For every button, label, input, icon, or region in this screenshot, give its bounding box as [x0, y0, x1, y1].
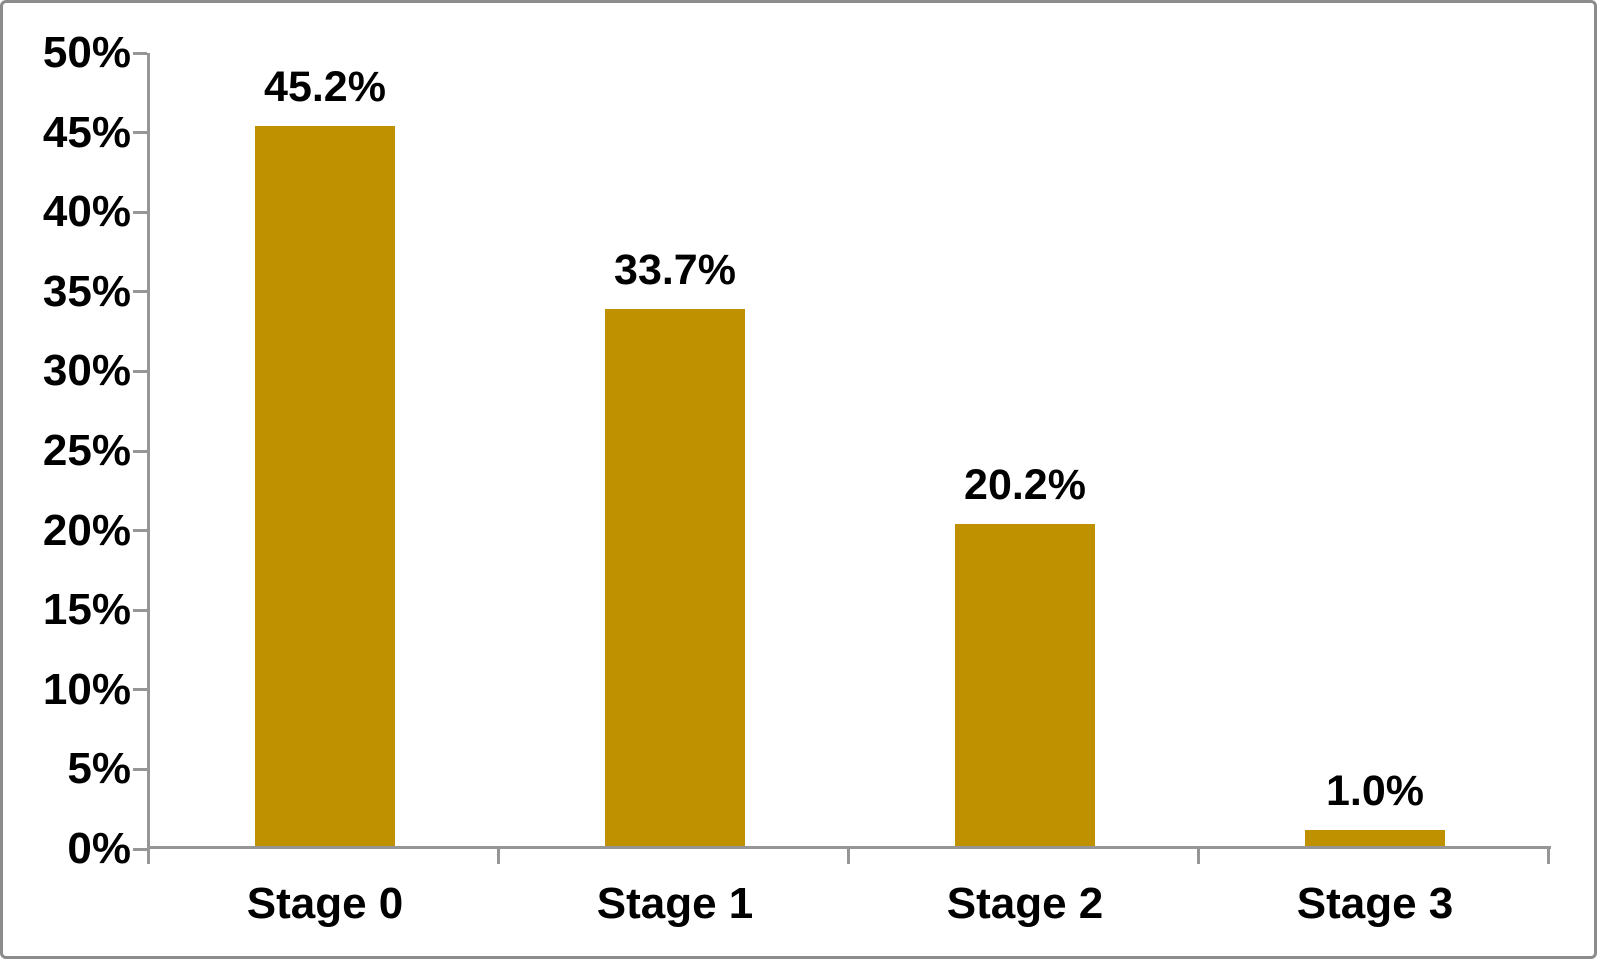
bar-stage-2	[955, 524, 1095, 846]
y-tick-label: 45%	[42, 107, 131, 157]
x-axis-tick-mark	[497, 849, 500, 864]
bar-stage-0	[255, 126, 395, 846]
y-tick-label: 25%	[42, 426, 131, 475]
x-category-label: Stage 3	[1296, 879, 1454, 928]
y-axis-tick-mark	[133, 369, 147, 373]
y-axis-tick-mark	[133, 847, 147, 851]
y-axis-tick-mark	[133, 290, 147, 294]
y-tick-label: 50%	[42, 28, 131, 77]
x-axis-tick-mark	[147, 849, 150, 864]
y-axis-tick-mark	[133, 767, 147, 771]
x-category-label: Stage 1	[596, 879, 754, 928]
x-axis-tick-mark	[1547, 849, 1550, 864]
y-tick-label: 10%	[42, 664, 131, 714]
bar-value-label: 20.2%	[964, 461, 1086, 510]
y-tick-label: 30%	[42, 346, 131, 396]
x-axis-tick-mark	[1197, 849, 1200, 864]
y-axis-tick-mark	[133, 449, 147, 453]
y-tick-label: 15%	[42, 585, 131, 635]
y-tick-label: 20%	[42, 505, 131, 555]
bar-value-label: 1.0%	[1325, 767, 1424, 816]
y-tick-label: 40%	[42, 187, 131, 237]
bar-stage-3	[1305, 830, 1445, 846]
y-tick-label: 35%	[42, 266, 131, 316]
y-axis-tick-mark	[133, 210, 147, 214]
y-axis-tick-mark	[133, 608, 147, 612]
y-axis-tick-mark	[133, 131, 147, 135]
y-axis-tick-mark	[133, 529, 147, 533]
x-category-label: Stage 2	[946, 879, 1104, 928]
y-axis-tick-mark	[133, 51, 147, 55]
y-tick-label: 5%	[67, 744, 131, 794]
bar-value-label: 33.7%	[614, 246, 736, 295]
y-tick-label: 0%	[67, 824, 131, 873]
bar-value-label: 45.2%	[264, 63, 386, 112]
bar-stage-1	[605, 309, 745, 846]
x-axis-tick-mark	[847, 849, 850, 864]
x-axis-line	[147, 846, 1551, 849]
y-axis-tick-mark	[133, 688, 147, 692]
x-category-label: Stage 0	[246, 879, 404, 928]
plot-area: 45.2% 33.7% 20.2% 1.0%	[147, 53, 1551, 864]
y-axis-line	[147, 53, 150, 864]
